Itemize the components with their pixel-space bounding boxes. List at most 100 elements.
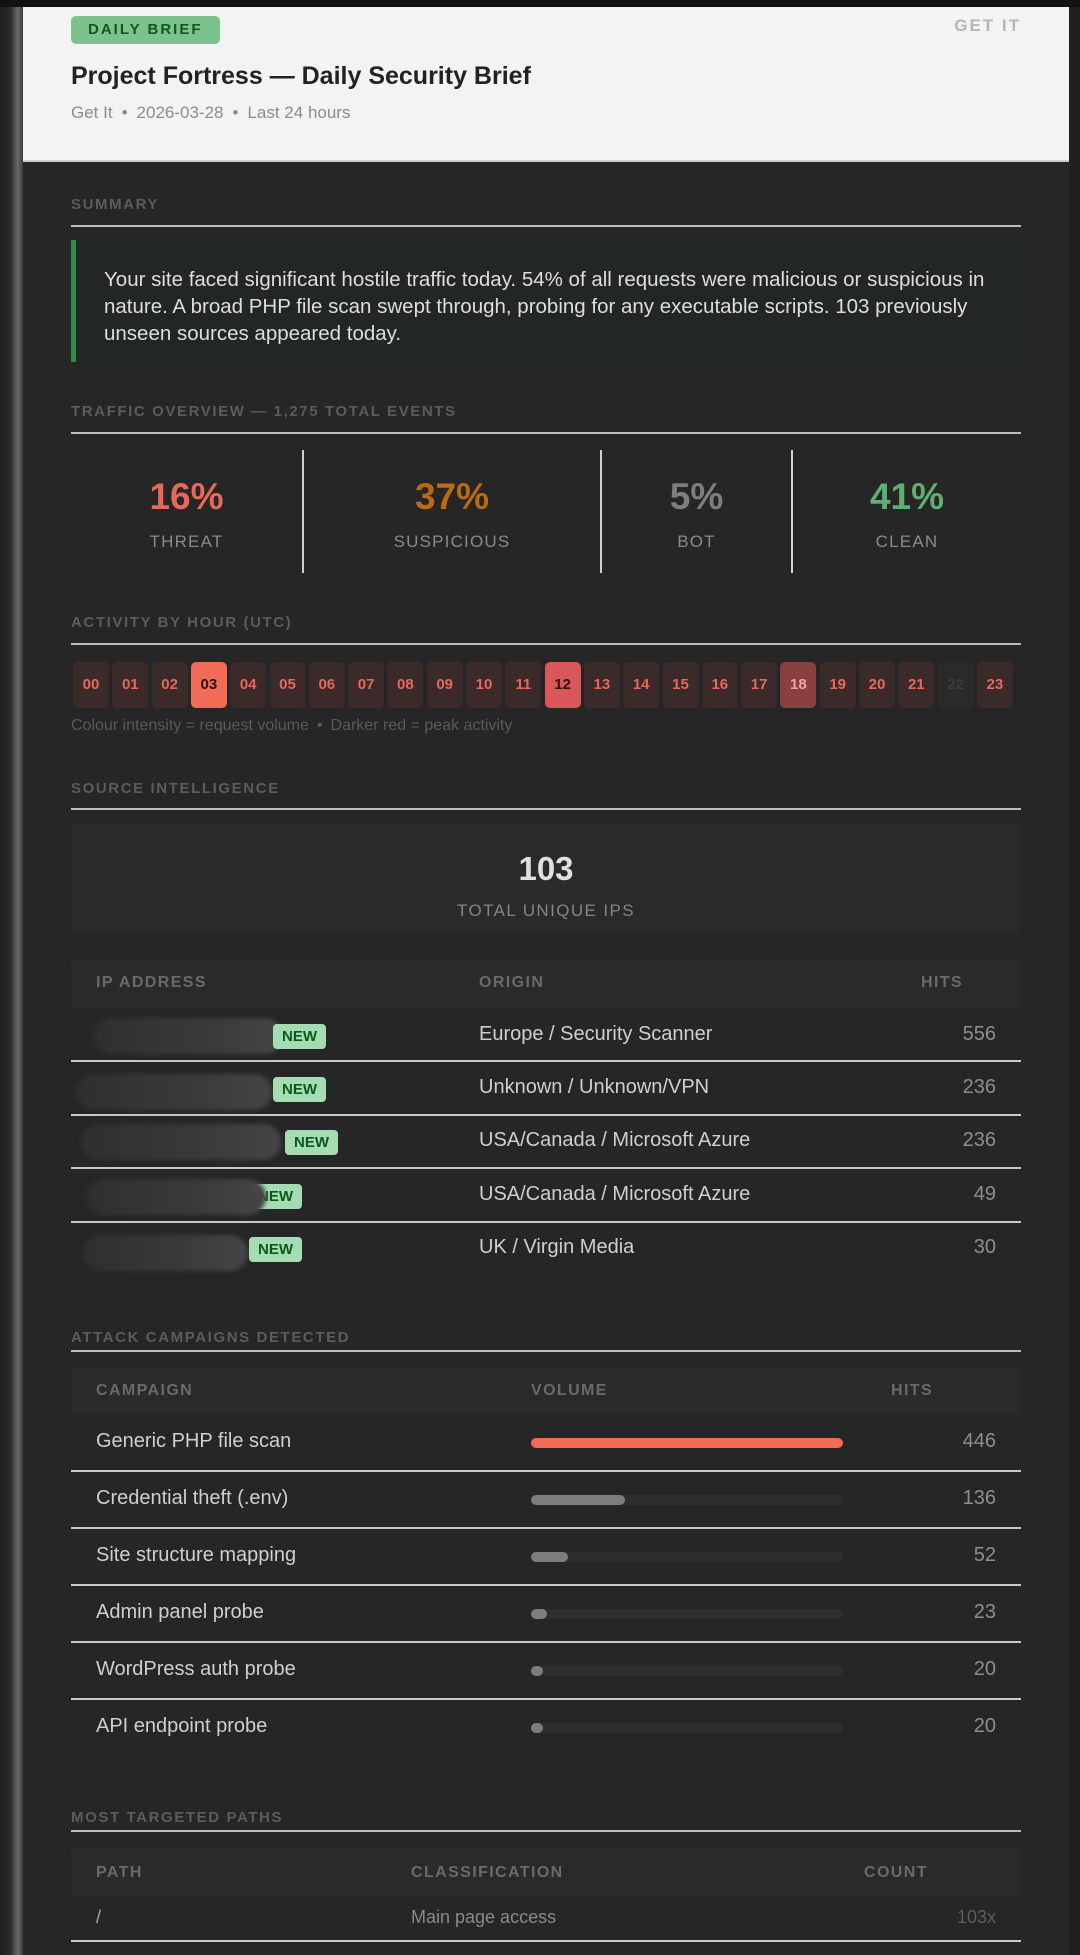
stat-clean-value: 41%	[869, 476, 945, 517]
volume-bar	[531, 1552, 843, 1562]
volume-bar-fill	[531, 1552, 569, 1562]
column-header-path[interactable]: PATH	[96, 1864, 143, 1881]
campaign-name: WordPress auth probe	[96, 1658, 296, 1680]
volume-bar-fill	[531, 1666, 544, 1676]
table-row[interactable]: Generic PHP file scan 446	[71, 1415, 1021, 1472]
hour-cell[interactable]: 18	[780, 662, 817, 708]
volume-bar	[531, 1609, 843, 1619]
table-row[interactable]: WordPress auth probe 20	[71, 1643, 1021, 1700]
meta-separator: •	[121, 103, 128, 122]
hour-cell[interactable]: 03	[190, 662, 227, 708]
table-row[interactable]: / Main page access 103x	[71, 1896, 1021, 1942]
volume-bar-fill	[531, 1723, 544, 1733]
campaign-name: Admin panel probe	[96, 1601, 264, 1623]
table-row[interactable]: NEW USA/Canada / Microsoft Azure 236	[71, 1116, 1021, 1169]
hour-cell[interactable]: 16	[701, 662, 738, 708]
summary-text: Your site faced significant hostile traf…	[104, 268, 985, 345]
table-row[interactable]: NEW Europe / Security Scanner 556	[71, 1008, 1021, 1062]
stat-threat-label: THREAT	[149, 532, 224, 551]
stat-suspicious-label: SUSPICIOUS	[393, 532, 511, 551]
summary-callout: Your site faced significant hostile traf…	[71, 240, 1021, 362]
column-header-count[interactable]: COUNT	[864, 1864, 928, 1881]
origin-cell: Unknown / Unknown/VPN	[479, 1076, 710, 1098]
section-divider	[71, 1830, 1021, 1832]
unique-ips-card: 103 TOTAL UNIQUE IPS	[71, 824, 1021, 934]
meta-separator: •	[232, 103, 239, 122]
page-title: Project Fortress — Daily Security Brief	[71, 62, 531, 90]
table-row[interactable]: Credential theft (.env) 136	[71, 1472, 1021, 1529]
hour-cell[interactable]: 02	[151, 662, 188, 708]
origin-cell: USA/Canada / Microsoft Azure	[479, 1183, 751, 1205]
hour-cell[interactable]: 00	[73, 662, 109, 708]
unique-ips-label: TOTAL UNIQUE IPS	[457, 901, 635, 920]
table-row[interactable]: NEW Unknown / Unknown/VPN 236	[71, 1062, 1021, 1116]
hour-cell[interactable]: 04	[230, 662, 267, 708]
hour-cell[interactable]: 13	[583, 662, 620, 708]
origin-cell: Europe / Security Scanner	[479, 1023, 713, 1045]
hour-cell[interactable]: 14	[623, 662, 660, 708]
redacted-ip	[83, 1235, 248, 1271]
hits-cell: 136	[962, 1487, 996, 1509]
column-header-origin[interactable]: ORIGIN	[479, 974, 545, 991]
hits-cell: 236	[962, 1076, 996, 1098]
hour-cell[interactable]: 01	[112, 662, 149, 708]
column-header-volume[interactable]: VOLUME	[531, 1382, 608, 1399]
column-header-ip[interactable]: IP ADDRESS	[96, 974, 207, 991]
hour-cell[interactable]: 11	[505, 662, 542, 708]
hour-cell[interactable]: 15	[662, 662, 699, 708]
meta-date: 2026-03-28	[136, 103, 224, 122]
daily-brief-badge: DAILY BRIEF	[71, 16, 220, 44]
column-header-hits[interactable]: HITS	[921, 974, 964, 991]
redacted-ip	[81, 1124, 281, 1160]
origin-cell: USA/Canada / Microsoft Azure	[479, 1129, 751, 1151]
stat-suspicious-value: 37%	[414, 476, 490, 517]
hour-cell[interactable]: 17	[741, 662, 778, 708]
hour-cell[interactable]: 21	[898, 662, 935, 708]
new-badge: NEW	[285, 1130, 338, 1155]
hour-cell[interactable]: 10	[466, 662, 502, 708]
hour-cell[interactable]: 06	[308, 662, 345, 708]
hour-cell[interactable]: 07	[348, 662, 385, 708]
hour-cell[interactable]: 08	[387, 662, 424, 708]
hour-cell[interactable]: 23	[976, 662, 1013, 708]
column-header-campaign[interactable]: CAMPAIGN	[96, 1382, 194, 1399]
new-badge: NEW	[273, 1077, 326, 1102]
campaign-name: Site structure mapping	[96, 1544, 297, 1566]
redacted-ip	[86, 1179, 266, 1215]
hits-cell: 20	[973, 1715, 996, 1737]
volume-bar	[531, 1723, 843, 1733]
path-cell: /	[96, 1907, 102, 1927]
stat-bot: 5% BOT	[602, 450, 791, 573]
volume-bar-fill	[531, 1609, 547, 1619]
hour-cell[interactable]: 22	[937, 662, 974, 708]
hits-cell: 20	[973, 1658, 996, 1680]
table-row[interactable]: NEW USA/Canada / Microsoft Azure 49	[71, 1169, 1021, 1223]
column-header-classification[interactable]: CLASSIFICATION	[411, 1864, 564, 1881]
stat-divider	[302, 450, 304, 573]
hour-cell[interactable]: 19	[819, 662, 856, 708]
table-row[interactable]: Admin panel probe 23	[71, 1586, 1021, 1643]
source-ip-table: IP ADDRESS ORIGIN HITS NEW Europe / Secu…	[71, 960, 1021, 1280]
table-row[interactable]: API endpoint probe 20	[71, 1700, 1021, 1757]
hourly-activity-heatmap: 00 01 02 03 04 05 06 07 08 09 10 11 12 1…	[73, 662, 1023, 708]
hour-cell[interactable]: 05	[269, 662, 306, 708]
heatmap-legend: Colour intensity = request volume • Darker…	[71, 717, 513, 734]
table-row[interactable]: NEW UK / Virgin Media 30	[71, 1223, 1021, 1277]
table-row[interactable]: Site structure mapping 52	[71, 1529, 1021, 1586]
hits-cell: 23	[973, 1601, 996, 1623]
top-status-bar	[0, 0, 1080, 7]
brand-logo-text[interactable]: GET IT	[954, 16, 1021, 35]
hour-cell[interactable]: 09	[426, 662, 463, 708]
attack-campaigns-table: CAMPAIGN VOLUME HITS Generic PHP file sc…	[71, 1367, 1021, 1737]
section-divider	[71, 225, 1021, 227]
hour-cell[interactable]: 20	[859, 662, 895, 708]
right-window-edge	[1069, 7, 1080, 1955]
hits-cell: 236	[962, 1129, 996, 1151]
campaign-name: Generic PHP file scan	[96, 1430, 292, 1452]
count-cell: 103x	[956, 1907, 996, 1927]
column-header-hits[interactable]: HITS	[891, 1382, 934, 1399]
campaign-name: Credential theft (.env)	[96, 1487, 289, 1509]
stat-suspicious: 37% SUSPICIOUS	[304, 450, 600, 573]
hits-cell: 446	[962, 1430, 996, 1452]
hour-cell[interactable]: 12	[544, 662, 581, 708]
